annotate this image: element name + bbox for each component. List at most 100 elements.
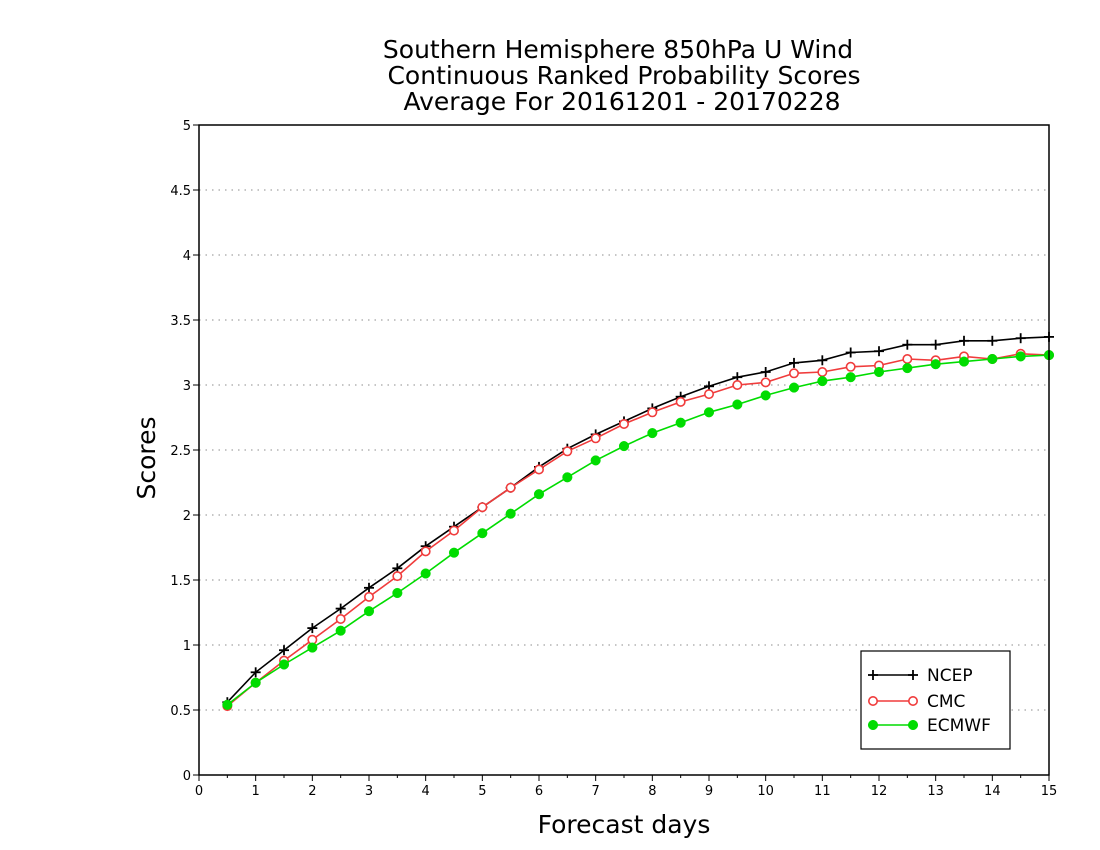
x-tick-label: 7 xyxy=(592,784,600,799)
x-tick-label: 8 xyxy=(648,784,656,799)
data-point-cmc xyxy=(392,571,403,582)
data-point-ecmwf xyxy=(987,353,998,365)
data-point-cmc xyxy=(902,353,913,364)
y-tick-label: 0 xyxy=(183,769,191,784)
legend: NCEP CMC ECMWF xyxy=(860,650,1011,750)
data-point-ecmwf xyxy=(873,366,885,378)
data-point-ncep xyxy=(250,667,261,678)
data-point-ncep xyxy=(1015,333,1026,344)
data-point-cmc xyxy=(647,407,658,418)
y-tick-label: 2.5 xyxy=(170,444,191,459)
legend-item-cmc: CMC xyxy=(867,692,965,712)
series-layer xyxy=(222,331,1055,712)
y-tick-label: 2 xyxy=(183,509,191,524)
data-point-cmc xyxy=(562,446,573,457)
data-point-ecmwf xyxy=(618,441,630,452)
data-point-ecmwf xyxy=(675,417,686,428)
data-point-ecmwf xyxy=(902,363,913,374)
x-tick-label: 14 xyxy=(984,784,1001,799)
x-tick-label: 12 xyxy=(871,784,888,799)
data-point-cmc xyxy=(788,368,799,379)
legend-marker xyxy=(867,719,879,731)
data-point-cmc xyxy=(675,396,686,407)
data-point-ncep xyxy=(930,339,941,350)
y-tick-label: 3.5 xyxy=(170,314,191,329)
data-point-cmc xyxy=(732,379,743,390)
data-point-ecmwf xyxy=(1015,351,1026,362)
data-point-cmc xyxy=(363,591,374,602)
data-point-ncep xyxy=(874,346,884,357)
x-tick-label: 5 xyxy=(478,784,486,799)
data-point-ecmwf xyxy=(760,390,771,401)
x-axis-title: Forecast days xyxy=(538,810,711,839)
data-point-ncep xyxy=(279,645,289,656)
y-tick-label: 4.5 xyxy=(170,184,191,199)
data-point-ecmwf xyxy=(788,382,800,393)
data-point-ecmwf xyxy=(647,428,658,439)
x-tick-label: 2 xyxy=(308,784,316,799)
legend-box xyxy=(860,650,1011,750)
legend-marker xyxy=(908,670,918,680)
data-point-ecmwf xyxy=(420,568,431,579)
data-point-ncep xyxy=(959,335,969,346)
data-point-cmc xyxy=(533,464,544,475)
data-point-ecmwf xyxy=(505,508,516,519)
x-tick-label: 4 xyxy=(422,784,430,799)
data-point-ncep xyxy=(760,367,771,377)
chart-title-line-3: Average For 20161201 - 20170228 xyxy=(403,87,840,116)
y-tick-label: 1.5 xyxy=(170,574,191,589)
x-tick-label: 13 xyxy=(927,784,944,799)
data-point-ncep xyxy=(845,347,856,358)
legend-item-ncep: NCEP xyxy=(868,666,973,686)
data-point-ecmwf xyxy=(930,359,941,370)
data-point-ecmwf xyxy=(278,659,290,670)
chart-title-line-1: Southern Hemisphere 850hPa U Wind xyxy=(383,35,853,64)
data-point-ecmwf xyxy=(703,407,715,418)
data-point-ncep xyxy=(817,355,828,366)
data-point-ncep xyxy=(789,357,799,368)
legend-marker xyxy=(867,695,878,706)
legend-label: NCEP xyxy=(927,666,973,686)
x-tick-label: 0 xyxy=(195,784,203,799)
data-point-cmc xyxy=(477,502,488,513)
data-point-cmc xyxy=(590,433,601,444)
data-point-ecmwf xyxy=(335,625,346,636)
data-point-ecmwf xyxy=(222,699,233,710)
legend-marker xyxy=(907,719,919,731)
y-tick-label: 0.5 xyxy=(170,704,191,719)
legend-item-ecmwf: ECMWF xyxy=(867,716,991,736)
data-point-ecmwf xyxy=(817,376,828,387)
y-axis-title: Scores xyxy=(132,416,161,499)
data-point-cmc xyxy=(335,613,346,624)
data-point-cmc xyxy=(505,482,516,493)
data-point-ecmwf xyxy=(845,372,856,383)
data-point-ecmwf xyxy=(392,587,403,599)
data-point-ecmwf xyxy=(307,642,318,653)
data-point-ecmwf xyxy=(477,528,488,539)
legend-label: ECMWF xyxy=(927,716,991,736)
y-tick-label: 1 xyxy=(183,639,191,654)
data-point-ecmwf xyxy=(363,606,375,617)
data-point-ecmwf xyxy=(250,677,261,688)
data-point-ncep xyxy=(902,339,913,350)
y-tick-label: 3 xyxy=(183,379,191,394)
data-point-ecmwf xyxy=(533,489,545,500)
data-point-cmc xyxy=(420,546,431,557)
data-point-ecmwf xyxy=(448,547,460,558)
x-tick-label: 3 xyxy=(365,784,373,799)
x-tick-label: 6 xyxy=(535,784,543,799)
legend-marker xyxy=(907,695,918,706)
data-point-ecmwf xyxy=(732,399,743,410)
data-point-ncep xyxy=(987,335,998,346)
data-point-cmc xyxy=(817,366,828,377)
data-point-cmc xyxy=(760,377,771,388)
axis-ticks: 00.511.522.533.544.550 1 2 3 4 5 6 7 8 9 10 11 12 13 1… xyxy=(170,119,1057,799)
data-point-ncep xyxy=(335,603,346,614)
data-point-cmc xyxy=(448,525,459,536)
x-tick-label: 11 xyxy=(814,784,831,799)
series-ecmwf xyxy=(222,350,1055,710)
data-point-cmc xyxy=(618,418,629,429)
y-tick-label: 5 xyxy=(183,119,191,134)
y-tick-label: 4 xyxy=(183,249,191,264)
